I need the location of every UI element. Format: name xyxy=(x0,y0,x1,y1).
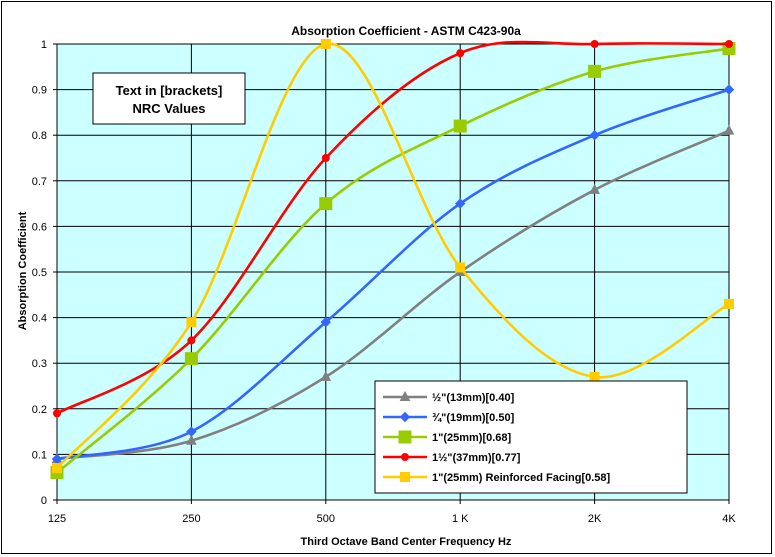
y-tick-label: 0.9 xyxy=(32,85,47,97)
legend-swatch-marker xyxy=(400,472,410,482)
x-tick-label: 125 xyxy=(48,513,66,525)
y-tick-label: 0.4 xyxy=(32,313,47,325)
legend-item: ½"(13mm)[0.40] xyxy=(383,390,515,404)
data-point xyxy=(725,40,733,48)
chart-title: Absorption Coefficient - ASTM C423-90a xyxy=(291,24,521,38)
x-tick-labels: 125 250 500 1 K 2K 4K xyxy=(48,513,737,525)
series-5 xyxy=(52,39,734,474)
data-point xyxy=(588,64,602,78)
y-tick-label: 0 xyxy=(41,495,47,507)
data-point xyxy=(319,197,333,211)
data-point xyxy=(589,129,600,141)
legend-item: 1"(25mm)[0.68] xyxy=(383,430,512,444)
data-point xyxy=(723,84,735,95)
data-point xyxy=(589,371,600,382)
y-tick-label: 0.3 xyxy=(32,358,47,370)
data-point xyxy=(456,49,465,58)
data-point xyxy=(590,40,599,48)
data-point xyxy=(186,434,197,445)
data-point xyxy=(723,124,735,135)
y-tick-labels: 0 0.1 0.2 0.3 0.4 0.5 0.6 0.7 0.8 0.9 1 xyxy=(32,39,47,507)
legend-item: 1"(25mm) Reinforced Facing[0.58] xyxy=(383,472,611,484)
data-point xyxy=(454,198,466,209)
x-axis-label: Third Octave Band Center Frequency Hz xyxy=(301,536,512,548)
nrc-note-box: Text in [brackets] NRC Values xyxy=(92,72,246,125)
data-point xyxy=(321,154,330,162)
legend-item: ¾"(19mm)[0.50] xyxy=(383,411,515,424)
data-point xyxy=(320,39,331,49)
data-point xyxy=(320,316,332,328)
y-tick-label: 1 xyxy=(41,39,47,51)
legend-swatch-marker xyxy=(398,430,412,444)
y-tick-label: 0.6 xyxy=(32,221,47,233)
data-point xyxy=(320,370,332,381)
y-tick-label: 0.7 xyxy=(32,176,47,188)
series-line xyxy=(56,88,730,461)
legend: ½"(13mm)[0.40] ¾"(19mm)[0.50] 1"(25mm)[0.6… xyxy=(374,380,688,494)
data-point xyxy=(453,119,467,133)
nrc-note-line-2: NRC Values xyxy=(133,101,206,116)
y-axis-label: Absorption Coefficient xyxy=(17,211,29,330)
legend-label: ¾"(19mm)[0.50] xyxy=(432,412,515,424)
y-tick-label: 0.2 xyxy=(32,404,47,416)
x-tick-label: 1 K xyxy=(452,513,469,525)
legend-swatch-marker xyxy=(399,411,411,423)
series-layer xyxy=(50,39,736,480)
plot-border xyxy=(56,43,730,501)
y-tick-label: 0.1 xyxy=(32,449,47,461)
data-point xyxy=(184,352,198,366)
x-tick-label: 2K xyxy=(588,513,602,525)
nrc-note-line-1: Text in [brackets] xyxy=(116,83,223,98)
data-point xyxy=(589,183,600,194)
legend-label: 1"(25mm)[0.68] xyxy=(432,432,512,444)
legend-swatch-marker xyxy=(399,390,411,401)
legend-label: 1"(25mm) Reinforced Facing[0.58] xyxy=(432,472,611,484)
series-line xyxy=(56,129,730,461)
data-point xyxy=(455,262,466,273)
y-tick-label: 0.5 xyxy=(32,267,47,279)
legend-swatch-marker xyxy=(401,453,409,461)
x-tick-label: 4K xyxy=(722,513,736,525)
legend-item: 1½"(37mm)[0.77] xyxy=(383,452,521,464)
series-4 xyxy=(53,40,733,418)
data-point xyxy=(52,463,62,474)
data-point xyxy=(724,298,734,309)
x-tick-label: 250 xyxy=(182,513,200,525)
legend-label: 1½"(37mm)[0.77] xyxy=(432,452,521,464)
x-tick-label: 500 xyxy=(317,513,335,525)
data-point xyxy=(187,336,196,345)
data-point xyxy=(53,409,61,418)
y-tick-label: 0.8 xyxy=(32,130,47,142)
data-point xyxy=(186,317,197,328)
legend-label: ½"(13mm)[0.40] xyxy=(432,392,515,404)
data-point xyxy=(186,426,197,437)
